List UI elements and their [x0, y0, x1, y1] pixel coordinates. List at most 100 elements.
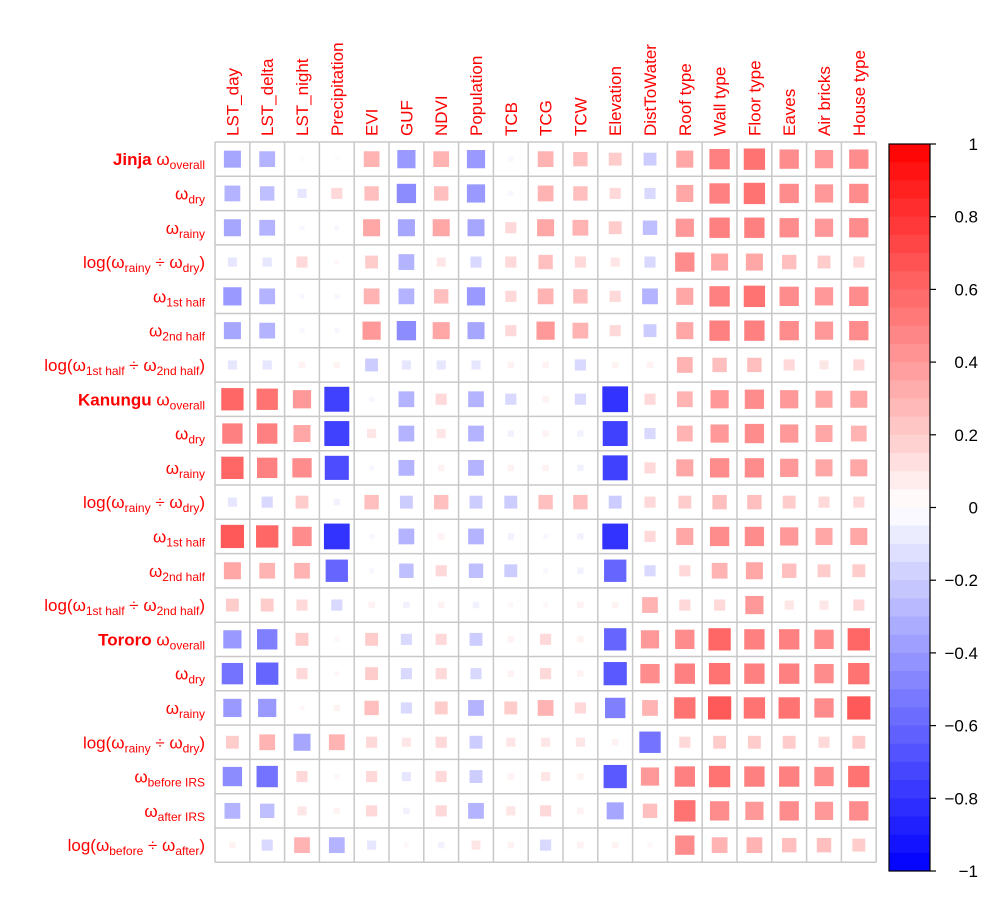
heatmap-cell [223, 698, 242, 718]
column-label: LST_delta [258, 58, 277, 136]
heatmap-cell [256, 525, 279, 548]
heatmap-cell [504, 564, 518, 578]
heatmap-cell [814, 218, 834, 237]
heatmap-cell [814, 629, 834, 650]
heatmap-cell [366, 805, 378, 817]
heatmap-cell [434, 289, 449, 304]
heatmap-cell [365, 667, 379, 681]
heatmap-cell [507, 636, 515, 643]
heatmap-cell [815, 459, 833, 477]
heatmap-cell [334, 774, 340, 780]
heatmap-cell [397, 150, 416, 169]
heatmap-cell [504, 701, 518, 715]
heatmap-cell [505, 290, 517, 302]
heatmap-cell [400, 702, 412, 714]
heatmap-cell [852, 735, 866, 749]
heatmap-cell [713, 735, 727, 749]
heatmap-cell [744, 217, 765, 238]
heatmap-cell [543, 533, 549, 539]
heatmap-cell [782, 254, 797, 270]
heatmap-cell [227, 257, 237, 267]
column-labels: LST_day LST_delta LST_night Precipitation EV… [223, 42, 868, 136]
colorbar-band [889, 180, 930, 200]
heatmap-cell [708, 662, 731, 685]
heatmap-cell [508, 190, 514, 196]
heatmap-cell [399, 563, 414, 578]
heatmap-cell [436, 428, 446, 439]
heatmap-cell [849, 218, 869, 238]
heatmap-cell [853, 496, 865, 508]
heatmap-cell [577, 601, 584, 609]
heatmap-cell [398, 528, 415, 545]
heatmap-cell [711, 253, 729, 271]
heatmap-cell [640, 630, 660, 649]
heatmap-cell [577, 567, 584, 574]
heatmap-cell [782, 837, 797, 853]
heatmap-cell [849, 320, 869, 341]
heatmap-cell [259, 151, 276, 168]
heatmap-cell [401, 771, 411, 782]
heatmap-cell [468, 391, 484, 408]
heatmap-cell [369, 533, 375, 539]
colorbar-band [889, 780, 930, 799]
heatmap-cell [537, 288, 554, 305]
heatmap-cell [780, 458, 799, 477]
heatmap-cell [850, 459, 868, 477]
heatmap-cell [744, 526, 765, 547]
heatmap-cell [537, 700, 554, 716]
heatmap-cell [467, 322, 485, 340]
heatmap-cell [709, 526, 730, 547]
colorbar-band [889, 380, 930, 399]
row-label: Jinja ωoverall [113, 150, 205, 172]
heatmap-cell [508, 156, 514, 162]
colorbar-band [889, 362, 930, 381]
heatmap-cell [642, 597, 658, 613]
colorbar-band [889, 507, 930, 527]
heatmap-cell [778, 697, 800, 719]
heatmap-cell [679, 565, 691, 577]
heatmap-cell [574, 359, 586, 371]
heatmap-cell [712, 357, 727, 373]
heatmap-cell [333, 807, 341, 815]
heatmap-cell [744, 458, 765, 478]
heatmap-cell [574, 702, 586, 714]
column-label: Floor type [745, 60, 764, 136]
heatmap-cell [469, 495, 483, 509]
heatmap-cell [396, 320, 417, 341]
heatmap-cell [259, 562, 276, 579]
heatmap-cell [296, 256, 308, 268]
heatmap-cell [543, 602, 549, 608]
heatmap-cell [849, 183, 869, 204]
heatmap-cell [542, 396, 549, 403]
row-label: ωbefore IRS [134, 768, 205, 790]
heatmap-cell [334, 225, 340, 231]
heatmap-cell [644, 530, 656, 543]
colorbar-band [889, 580, 930, 599]
heatmap-cell [437, 601, 445, 609]
heatmap-cell [436, 360, 446, 370]
heatmap-cell [261, 496, 273, 508]
heatmap-cell [676, 391, 693, 408]
heatmap-cell [294, 562, 310, 579]
heatmap-cell [323, 523, 350, 550]
heatmap-cell [436, 257, 446, 267]
heatmap-cell [647, 842, 653, 848]
heatmap-cell [221, 456, 244, 480]
heatmap-cell [507, 430, 515, 437]
colorbar-band [889, 307, 930, 327]
heatmap-cell [542, 430, 549, 437]
heatmap-cell [403, 601, 410, 609]
colorbar-band [889, 234, 930, 254]
heatmap-cell [610, 257, 620, 267]
heatmap-cell [257, 457, 278, 479]
column-label: TCG [537, 100, 556, 136]
colorbar-band [889, 343, 930, 363]
heatmap-cell [362, 321, 381, 340]
colorbar-band [889, 707, 930, 727]
heatmap-cell [397, 219, 415, 237]
heatmap-cell [850, 390, 868, 408]
colorbar-band [889, 216, 930, 236]
heatmap-cell [611, 361, 619, 369]
heatmap-cell [256, 388, 278, 410]
heatmap-cell [508, 602, 514, 608]
